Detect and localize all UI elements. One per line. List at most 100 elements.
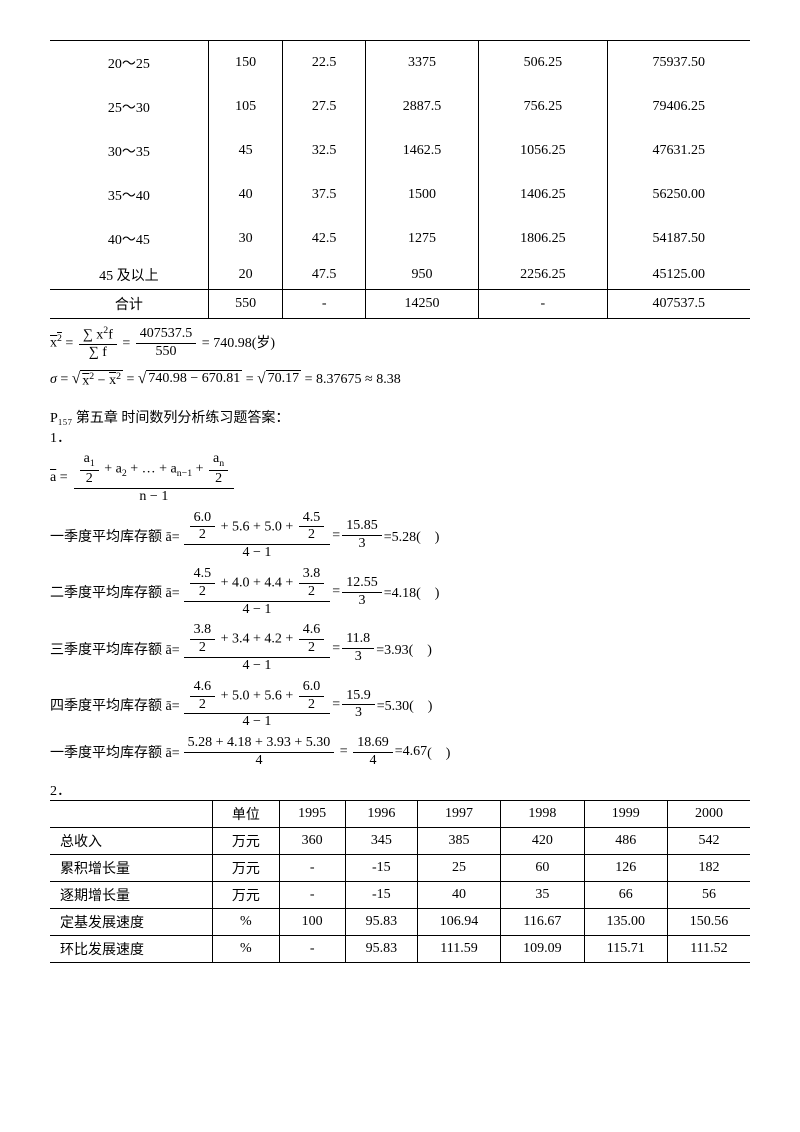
table-cell: 37.5	[283, 173, 365, 217]
table-cell: 135.00	[584, 908, 667, 935]
table-cell: -15	[345, 881, 417, 908]
table-cell: 79406.25	[607, 85, 750, 129]
q2-label: 2．	[50, 780, 750, 800]
table-cell: 420	[501, 827, 584, 854]
table-cell: 115.71	[584, 935, 667, 962]
table-cell: 2256.25	[479, 261, 608, 289]
table-header-cell	[50, 800, 213, 827]
table-cell: -	[279, 854, 345, 881]
table-cell: 环比发展速度	[50, 935, 213, 962]
table-cell: -	[283, 289, 365, 318]
table-cell: 60	[501, 854, 584, 881]
table-cell: 20～25	[50, 41, 208, 86]
table-cell: 1500	[365, 173, 478, 217]
table-cell: 126	[584, 854, 667, 881]
table-cell: 1406.25	[479, 173, 608, 217]
table-header-cell: 单位	[213, 800, 279, 827]
table-cell: 40～45	[50, 217, 208, 261]
quarter-average-row: 四季度平均库存额 ā=4.62 + 5.0 + 5.6 + 6.024 − 1 …	[50, 679, 750, 731]
table-cell: 506.25	[479, 41, 608, 86]
table-cell: 35	[501, 881, 584, 908]
table-cell: 111.52	[667, 935, 750, 962]
table-cell: 万元	[213, 854, 279, 881]
table-cell: 1806.25	[479, 217, 608, 261]
table-cell: 万元	[213, 827, 279, 854]
table-cell: 345	[345, 827, 417, 854]
table-cell: 35～40	[50, 173, 208, 217]
quarter-average-row: 二季度平均库存额 ā=4.52 + 4.0 + 4.4 + 3.824 − 1 …	[50, 566, 750, 618]
table-cell: 45	[208, 129, 283, 173]
table-cell: 360	[279, 827, 345, 854]
table-cell: 3375	[365, 41, 478, 86]
table-header-cell: 1998	[501, 800, 584, 827]
table-cell: 486	[584, 827, 667, 854]
table-cell: 逐期增长量	[50, 881, 213, 908]
table-header-cell: 2000	[667, 800, 750, 827]
table-cell: 95.83	[345, 935, 417, 962]
table-cell: 54187.50	[607, 217, 750, 261]
quarter-average-row: 一季度平均库存额 ā=6.02 + 5.6 + 5.0 + 4.524 − 1 …	[50, 510, 750, 562]
table-cell: 407537.5	[607, 289, 750, 318]
table-cell: -15	[345, 854, 417, 881]
quarter-average-row: 三季度平均库存额 ā=3.82 + 3.4 + 4.2 + 4.624 − 1 …	[50, 622, 750, 674]
table-cell: -	[479, 289, 608, 318]
table-cell: 30～35	[50, 129, 208, 173]
table-cell: 109.09	[501, 935, 584, 962]
table-cell: 累积增长量	[50, 854, 213, 881]
q1-label: 1．	[50, 427, 750, 447]
table-cell: 56250.00	[607, 173, 750, 217]
table-cell: 75937.50	[607, 41, 750, 86]
annual-average-row: 一季度平均库存额 ā= 5.28 + 4.18 + 3.93 + 5.304 =…	[50, 735, 750, 770]
table-cell: 756.25	[479, 85, 608, 129]
x2-mean-formula: x2 = ∑ x2f∑ f = 407537.5550 = 740.98(岁)	[50, 325, 750, 362]
table-cell: 111.59	[417, 935, 500, 962]
table-cell: %	[213, 908, 279, 935]
table-cell: 合计	[50, 289, 208, 318]
table-cell: 45125.00	[607, 261, 750, 289]
table-cell: 27.5	[283, 85, 365, 129]
chapter5-title: P₁₅₇ 第五章 时间数列分析练习题答案：	[50, 407, 750, 427]
table-cell: 32.5	[283, 129, 365, 173]
table-header-cell: 1997	[417, 800, 500, 827]
chronological-mean-formula: a = a12 + a2 + … + an−1 + an2 n − 1	[50, 451, 750, 505]
table-cell: 116.67	[501, 908, 584, 935]
table-cell: 定基发展速度	[50, 908, 213, 935]
table-cell: -	[279, 881, 345, 908]
time-series-table: 单位199519961997199819992000 总收入万元360345385…	[50, 800, 750, 963]
table-cell: 总收入	[50, 827, 213, 854]
table-cell: 66	[584, 881, 667, 908]
table-cell: 47.5	[283, 261, 365, 289]
table-cell: 95.83	[345, 908, 417, 935]
table-cell: 42.5	[283, 217, 365, 261]
table-header-cell: 1996	[345, 800, 417, 827]
table-header-cell: 1999	[584, 800, 667, 827]
table-cell: 182	[667, 854, 750, 881]
table-cell: 550	[208, 289, 283, 318]
table-cell: 100	[279, 908, 345, 935]
table-cell: 542	[667, 827, 750, 854]
table-cell: 30	[208, 217, 283, 261]
table-cell: 1462.5	[365, 129, 478, 173]
table-cell: 47631.25	[607, 129, 750, 173]
table-cell: 2887.5	[365, 85, 478, 129]
table-cell: 56	[667, 881, 750, 908]
table-cell: 1275	[365, 217, 478, 261]
table-cell: 1056.25	[479, 129, 608, 173]
table-cell: 150	[208, 41, 283, 86]
table-cell: 万元	[213, 881, 279, 908]
sigma-formula: σ = √x2 − x2 = √740.98 − 670.81 = √70.17…	[50, 370, 750, 390]
table-cell: 14250	[365, 289, 478, 318]
table-cell: 106.94	[417, 908, 500, 935]
table-cell: 950	[365, 261, 478, 289]
table-cell: 45 及以上	[50, 261, 208, 289]
table-cell: 25	[417, 854, 500, 881]
table-cell: 20	[208, 261, 283, 289]
table-cell: 150.56	[667, 908, 750, 935]
table-cell: %	[213, 935, 279, 962]
table-cell: 25～30	[50, 85, 208, 129]
table-header-cell: 1995	[279, 800, 345, 827]
table-cell: 40	[417, 881, 500, 908]
table-cell: 385	[417, 827, 500, 854]
table-cell: 22.5	[283, 41, 365, 86]
frequency-table: 20～2515022.53375506.2575937.5025～3010527…	[50, 40, 750, 319]
